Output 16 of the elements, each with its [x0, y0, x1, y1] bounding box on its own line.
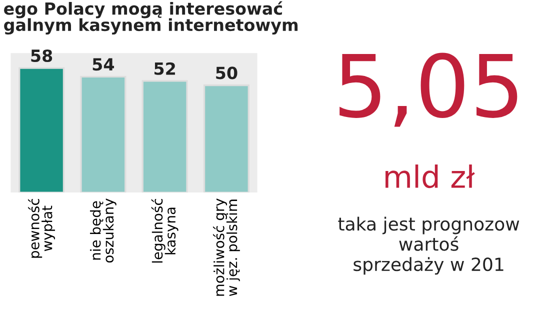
text: mld zł	[386, 164, 475, 188]
bar	[80, 76, 126, 193]
data-label: 54	[92, 58, 114, 71]
bar	[203, 84, 250, 193]
text: taka jest prognozow wartoś sprzedaży w 201	[338, 216, 520, 275]
x-tick-label: możliwość gry w jęz. polskim	[213, 198, 240, 296]
data-label: 58	[31, 49, 52, 62]
text: 5,05	[340, 52, 518, 127]
bar	[18, 67, 65, 193]
x-tick-label: legalność kasyna	[151, 198, 178, 263]
data-label: 52	[154, 62, 175, 75]
bar	[142, 80, 188, 193]
x-tick-label: nie będę oszukany	[90, 198, 116, 263]
data-label: 50	[216, 66, 238, 80]
chart-title: ego Polacy mogą interesować galnym kasynem internetowym	[4, 1, 298, 34]
x-tick-label: pewność wypłat	[28, 198, 55, 258]
